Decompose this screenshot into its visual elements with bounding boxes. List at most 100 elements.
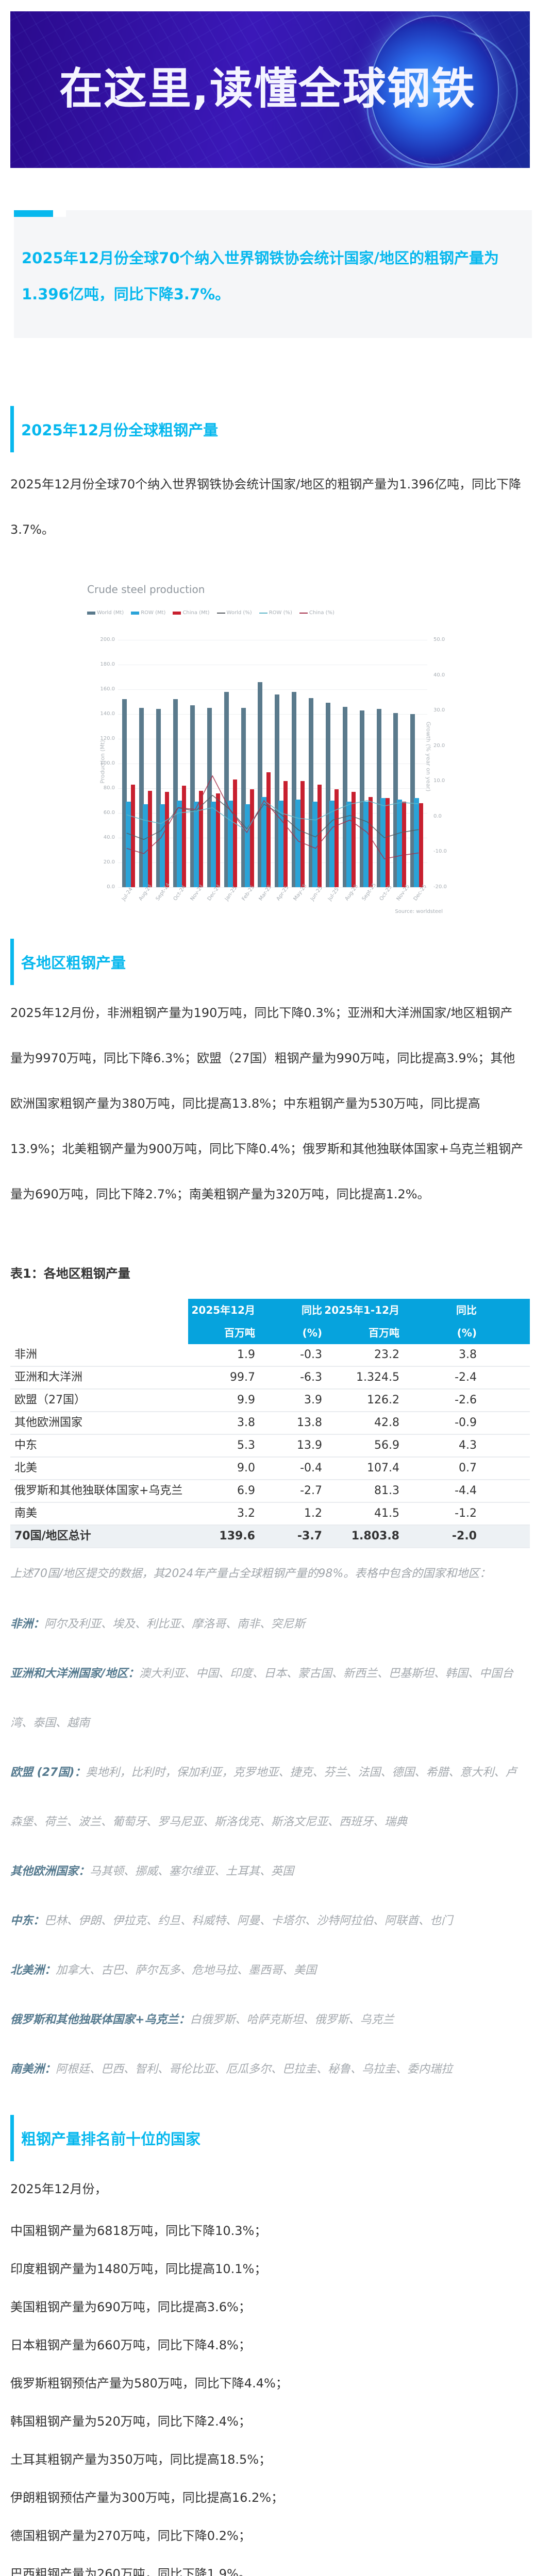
- bar-row-mt-: [312, 802, 318, 887]
- cell-dec-yoy: -3.7: [255, 1525, 322, 1548]
- row-pad-cell: [477, 1480, 530, 1503]
- bar-world-mt-: [309, 698, 314, 887]
- bar-group: [275, 640, 288, 887]
- region-entry: 亚洲和大洋洲国家/地区：澳大利亚、中国、印度、日本、蒙古国、新西兰、巴基斯坦、韩…: [10, 1649, 525, 1748]
- bar-row-mt-: [397, 799, 403, 887]
- table-row: 中东 5.3 13.9 56.9 4.3: [10, 1434, 530, 1458]
- bar-world-mt-: [342, 706, 347, 887]
- bar-row-mt-: [295, 799, 301, 887]
- table-row: 南美 3.2 1.2 41.5 -1.2: [10, 1502, 530, 1526]
- x-tick-label: Jul-24: [121, 886, 134, 902]
- bar-row-mt-: [278, 801, 284, 887]
- legend-label: China (%): [309, 610, 335, 616]
- legend-swatch-icon: [131, 611, 140, 615]
- row-pad-cell: [477, 1412, 530, 1435]
- bar-china-mt-: [215, 793, 220, 887]
- x-tick-label: Jun-25: [309, 885, 324, 902]
- cell-ytd-yoy: -2.0: [399, 1525, 477, 1548]
- cell-dec-yoy: -0.3: [255, 1344, 322, 1367]
- table-row: 其他欧洲国家 3.8 13.8 42.8 -0.9: [10, 1412, 530, 1435]
- cell-dec-yoy: -0.4: [255, 1457, 322, 1480]
- x-tick-label: Apr-25: [275, 885, 290, 902]
- bar-row-mt-: [380, 798, 386, 887]
- x-tick-label: Oct-24: [172, 884, 187, 902]
- bar-world-mt-: [241, 708, 246, 887]
- cell-ytd: 23.2: [322, 1344, 399, 1367]
- bar-china-mt-: [317, 784, 322, 887]
- bar-world-mt-: [393, 713, 398, 887]
- bar-world-mt-: [325, 703, 330, 887]
- column-header-unit: 百万吨: [188, 1321, 255, 1344]
- x-tick-label: Feb-25: [241, 884, 256, 902]
- y2-tick-label: -20.0: [433, 884, 447, 890]
- row-pad-cell: [477, 1366, 530, 1389]
- row-pad-cell: [477, 1344, 530, 1367]
- bar-group: [173, 640, 187, 887]
- column-header-unit: (%): [399, 1321, 477, 1344]
- callout-text: 2025年12月份全球70个纳入世界钢铁协会统计国家/地区的粗钢产量为1.396…: [22, 249, 499, 303]
- banner-title: 在这里,读懂全球钢铁: [59, 63, 476, 114]
- legend-item: ROW (%): [259, 610, 292, 616]
- globe-icon: [370, 15, 499, 165]
- legend-line-icon: [299, 612, 308, 614]
- article-page: 在这里,读懂全球钢铁 2025年12月份全球70个纳入世界钢铁协会统计国家/地区…: [0, 11, 535, 2576]
- cell-ytd-yoy: -4.4: [399, 1480, 477, 1503]
- section3-intro: 2025年12月份，: [10, 2182, 107, 2196]
- y-tick-label: 180.0: [100, 662, 115, 667]
- bar-world-mt-: [376, 709, 381, 887]
- x-tick-label: Aug-25: [344, 883, 360, 902]
- top-ten-line: 韩国粗钢产量为520万吨，同比下降2.4%；: [10, 2414, 251, 2429]
- bar-china-mt-: [232, 779, 237, 887]
- cell-dec: 1.9: [188, 1344, 255, 1367]
- table-header-row: 2025年12月 同比 2025年1-12月 同比: [10, 1299, 530, 1321]
- row-label: 南美: [10, 1502, 188, 1526]
- x-tick-label: Dec-24: [206, 883, 222, 902]
- legend-label: China (Mt): [182, 610, 210, 616]
- region-countries: 白俄罗斯、哈萨克斯坦、俄罗斯、乌克兰: [190, 2013, 394, 2026]
- cell-ytd: 41.5: [322, 1502, 399, 1526]
- cell-dec: 9.9: [188, 1389, 255, 1412]
- cell-dec: 5.3: [188, 1434, 255, 1458]
- bar-world-mt-: [410, 714, 415, 887]
- bar-group: [342, 640, 356, 887]
- cell-dec-yoy: 13.9: [255, 1434, 322, 1458]
- summary-callout: 2025年12月份全球70个纳入世界钢铁协会统计国家/地区的粗钢产量为1.396…: [14, 210, 532, 338]
- row-label: 北美: [10, 1457, 188, 1480]
- region-name: 南美洲：: [10, 2063, 56, 2076]
- cell-ytd-yoy: 0.7: [399, 1457, 477, 1480]
- y2-tick-label: 0.0: [433, 813, 442, 819]
- cell-ytd-yoy: -2.6: [399, 1389, 477, 1412]
- bar-world-mt-: [190, 705, 195, 887]
- bar-world-mt-: [173, 699, 178, 887]
- bar-china-mt-: [385, 798, 390, 887]
- region-entry: 中东：巴林、伊朗、伊拉克、约旦、科威特、阿曼、卡塔尔、沙特阿拉伯、阿联酋、也门: [10, 1896, 525, 1946]
- bar-row-mt-: [329, 801, 335, 887]
- y2-tick-label: 50.0: [433, 637, 445, 642]
- bar-row-mt-: [210, 802, 216, 887]
- y-tick-label: 140.0: [100, 711, 115, 717]
- x-tick-label: Jul-25: [327, 886, 340, 902]
- x-tick-label: Jan-25: [224, 885, 238, 902]
- row-label: 俄罗斯和其他独联体国家+乌克兰: [10, 1480, 188, 1503]
- x-tick-label: Sept-24: [155, 882, 172, 902]
- top-ten-line: 伊朗粗钢预估产量为300万吨，同比提高16.2%；: [10, 2490, 284, 2505]
- top-ten-line: 俄罗斯粗钢预估产量为580万吨，同比下降4.4%；: [10, 2376, 288, 2391]
- cell-ytd-yoy: 3.8: [399, 1344, 477, 1367]
- region-countries: 澳大利亚、中国、印度、日本、蒙古国、新西兰、巴基斯坦、韩国、中国台湾、泰国、越南: [10, 1667, 514, 1730]
- bar-row-mt-: [193, 802, 199, 887]
- table1-caption: 表1：各地区粗钢产量: [10, 1266, 130, 1281]
- gridline: [118, 887, 427, 888]
- cell-ytd-yoy: -2.4: [399, 1366, 477, 1389]
- row-label: 亚洲和大洋洲: [10, 1366, 188, 1389]
- cell-ytd: 56.9: [322, 1434, 399, 1458]
- legend-item: World (Mt): [87, 610, 124, 616]
- bar-china-mt-: [283, 781, 288, 887]
- bar-row-mt-: [177, 801, 182, 887]
- region-name: 北美洲：: [10, 1964, 56, 1977]
- bar-group: [376, 640, 390, 887]
- x-tick-label: Dec-25: [412, 883, 428, 902]
- region-entry: 非洲：阿尔及利亚、埃及、利比亚、摩洛哥、南非、突尼斯: [10, 1600, 525, 1649]
- region-name: 其他欧洲国家：: [10, 1865, 90, 1878]
- bar-group: [156, 640, 170, 887]
- region-name: 欧盟 (27国)：: [10, 1766, 86, 1779]
